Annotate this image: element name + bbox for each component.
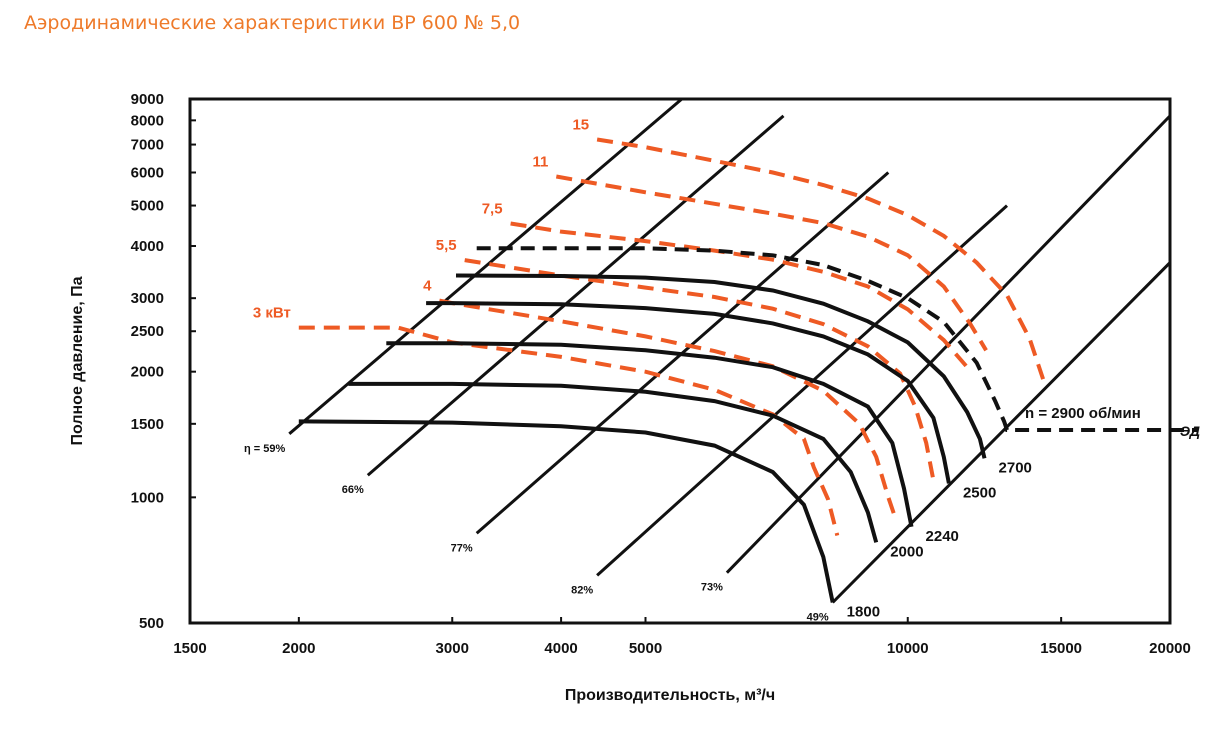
power-curve	[510, 221, 969, 369]
power-curve	[439, 298, 899, 522]
y-tick-label: 6000	[131, 165, 164, 182]
efficiency-line	[288, 99, 685, 435]
speed-curve	[386, 341, 914, 528]
power-curves-layer	[298, 137, 1045, 536]
speed-label: 2240	[926, 528, 959, 545]
y-tick-label: 3000	[131, 290, 164, 307]
efficiency-label: 82%	[571, 584, 593, 596]
power-label: 7,5	[482, 200, 503, 217]
speed-curve	[348, 381, 879, 543]
power-curve	[596, 137, 1045, 380]
x-tick-label: 2000	[282, 640, 315, 657]
y-tick-label: 4000	[131, 238, 164, 255]
power-label: 4	[423, 278, 432, 295]
x-tick-label: 15000	[1040, 640, 1082, 657]
efficiency-label: 73%	[701, 582, 723, 594]
y-tick-label: 500	[139, 615, 164, 632]
efficiency-label: 66%	[342, 484, 364, 496]
axis-ticks-layer: 1500 2000 3000 4000 5000 10000 15000 20000 500 10…	[131, 91, 1191, 657]
x-axis-title: Производительность, м³/ч	[565, 687, 775, 704]
power-curve	[555, 174, 988, 352]
efficiency-label: η = 59%	[244, 443, 285, 455]
y-axis-title: Полное давление, Па	[69, 276, 86, 445]
page-title: Аэродинамические характеристики ВР 600 №…	[24, 12, 521, 34]
motor-label: ЭД	[1180, 423, 1200, 439]
power-label: 3 кВт	[253, 305, 291, 322]
power-curve	[464, 258, 936, 481]
plot-frame	[188, 97, 1172, 625]
speed-label: 2700	[999, 459, 1032, 476]
power-label: 5,5	[436, 237, 457, 254]
x-tick-label: 3000	[436, 640, 469, 657]
x-tick-label: 20000	[1149, 640, 1191, 657]
motor-limit-curve	[476, 246, 1170, 432]
y-tick-label: 2500	[131, 323, 164, 340]
y-tick-label: 7000	[131, 137, 164, 154]
speed-annotation: n = 2900 об/мин	[1025, 405, 1141, 422]
y-tick-label: 8000	[131, 112, 164, 129]
efficiency-line	[366, 114, 785, 477]
speed-curve	[455, 273, 987, 459]
x-tick-label: 5000	[629, 640, 662, 657]
x-tick-label: 10000	[887, 640, 929, 657]
speed-curve	[426, 301, 951, 484]
efficiency-line	[596, 204, 1009, 577]
speed-label: 1800	[847, 603, 880, 620]
efficiency-line	[831, 261, 1170, 604]
speed-label: 2500	[963, 484, 996, 501]
speed-curve	[298, 419, 835, 603]
speed-label: 2000	[890, 543, 923, 560]
efficiency-label: 49%	[807, 611, 829, 623]
x-tick-label: 1500	[173, 640, 206, 657]
efficiency-lines-layer	[288, 99, 1170, 604]
y-tick-label: 1000	[131, 489, 164, 506]
motor-limit-layer	[476, 246, 1198, 432]
power-label: 11	[532, 153, 548, 170]
power-curve	[298, 325, 840, 536]
x-tick-label: 4000	[544, 640, 577, 657]
curve-labels-layer: η = 59% 66% 77% 82% 73% 49% 3 кВт 4 5,5 7,5 11 15 18…	[244, 116, 1200, 623]
y-tick-label: 1500	[131, 416, 164, 433]
y-tick-label: 9000	[131, 91, 164, 108]
speed-curves-layer	[298, 273, 987, 603]
y-tick-label: 2000	[131, 364, 164, 381]
efficiency-label: 77%	[451, 542, 473, 554]
y-tick-label: 5000	[131, 198, 164, 215]
power-label: 15	[572, 116, 589, 133]
